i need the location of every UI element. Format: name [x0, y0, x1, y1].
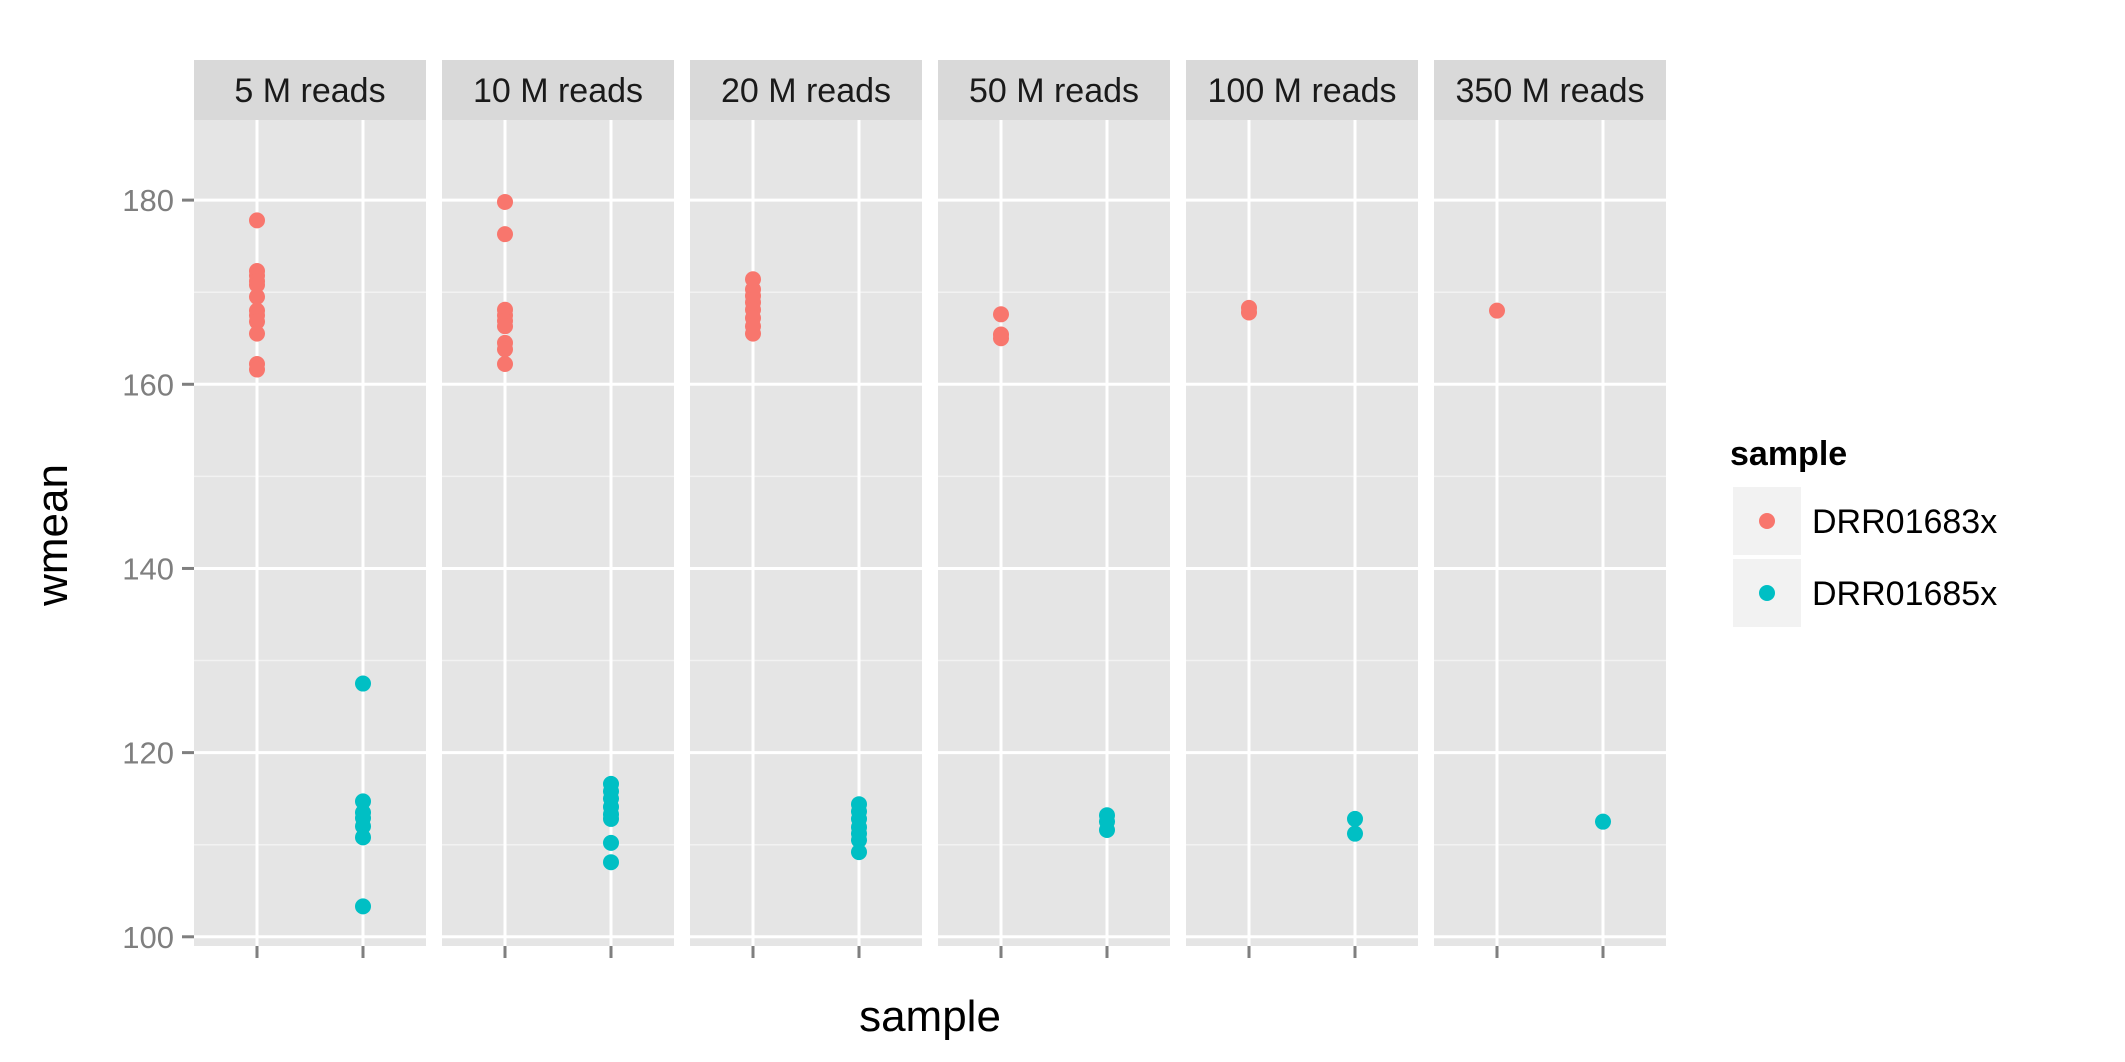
facet-strip: [690, 60, 922, 120]
data-point: [1241, 304, 1257, 321]
facet-strip-label: 5 M reads: [234, 72, 385, 110]
y-tick-label: 100: [122, 920, 174, 955]
legend-item: DRR01683x: [1733, 487, 1997, 555]
x-axis-title: sample: [859, 992, 1001, 1041]
data-point: [1489, 302, 1505, 319]
data-point: [603, 854, 619, 871]
data-point: [249, 276, 265, 293]
panel-background: [1434, 120, 1666, 946]
legend-label: DRR01685x: [1812, 575, 1997, 613]
facet-panel: 350 M reads: [1434, 60, 1666, 958]
facet-strip: [1434, 60, 1666, 120]
data-point: [993, 306, 1009, 323]
legend-items: DRR01683x DRR01685x: [1733, 487, 1997, 627]
data-point: [355, 675, 371, 692]
legend-label: DRR01683x: [1812, 503, 1997, 541]
facet-strip-label: 100 M reads: [1208, 72, 1397, 110]
data-point: [497, 356, 513, 373]
facet-strip-label: 350 M reads: [1456, 72, 1645, 110]
y-axis-title: wmean: [28, 464, 77, 607]
panel-background: [442, 120, 674, 946]
data-point: [249, 313, 265, 330]
panel-background: [690, 120, 922, 946]
data-point: [1347, 810, 1363, 827]
data-point: [497, 318, 513, 335]
data-point: [355, 793, 371, 810]
data-point: [603, 810, 619, 827]
facet-panel: 50 M reads: [938, 60, 1170, 958]
data-point: [993, 330, 1009, 347]
data-point: [355, 898, 371, 915]
facet-strip-label: 20 M reads: [721, 72, 891, 110]
panel-background: [938, 120, 1170, 946]
data-point: [497, 341, 513, 358]
y-tick-label: 180: [122, 183, 174, 218]
facet-strip-label: 50 M reads: [969, 72, 1139, 110]
data-point: [249, 212, 265, 229]
facet-strip-label: 10 M reads: [473, 72, 643, 110]
data-point: [249, 325, 265, 342]
data-point: [851, 832, 867, 849]
facet-strip: [1186, 60, 1418, 120]
data-point: [249, 361, 265, 378]
legend-marker: [1759, 585, 1775, 601]
data-point: [497, 226, 513, 243]
data-point: [1099, 821, 1115, 838]
y-tick-label: 140: [122, 551, 174, 586]
data-point: [497, 193, 513, 210]
legend: sample DRR01683x DRR01685x: [1730, 435, 1997, 627]
data-point: [745, 325, 761, 342]
data-point: [851, 844, 867, 861]
facet-panel: 100 M reads: [1186, 60, 1418, 958]
panel-background: [1186, 120, 1418, 946]
facet-panel: 5 M reads: [194, 60, 426, 958]
legend-marker: [1759, 513, 1775, 529]
y-axis: 100 120 140 160 180: [122, 183, 194, 955]
facet-strip: [194, 60, 426, 120]
data-point: [249, 288, 265, 305]
legend-item: DRR01685x: [1733, 559, 1997, 627]
data-point: [1347, 825, 1363, 842]
panel-background: [194, 120, 426, 946]
y-tick-label: 120: [122, 736, 174, 771]
y-tick-label: 160: [122, 367, 174, 402]
data-point: [603, 834, 619, 851]
facet-strip: [442, 60, 674, 120]
facet-strip: [938, 60, 1170, 120]
facet-panel: 10 M reads: [442, 60, 674, 958]
data-point: [355, 829, 371, 846]
data-point: [1595, 813, 1611, 830]
legend-title: sample: [1730, 435, 1847, 473]
facet-panels: 5 M reads 10 M reads 20 M reads 50 M reads 1…: [194, 60, 1666, 958]
data-point: [355, 818, 371, 835]
facet-panel: 20 M reads: [690, 60, 922, 958]
